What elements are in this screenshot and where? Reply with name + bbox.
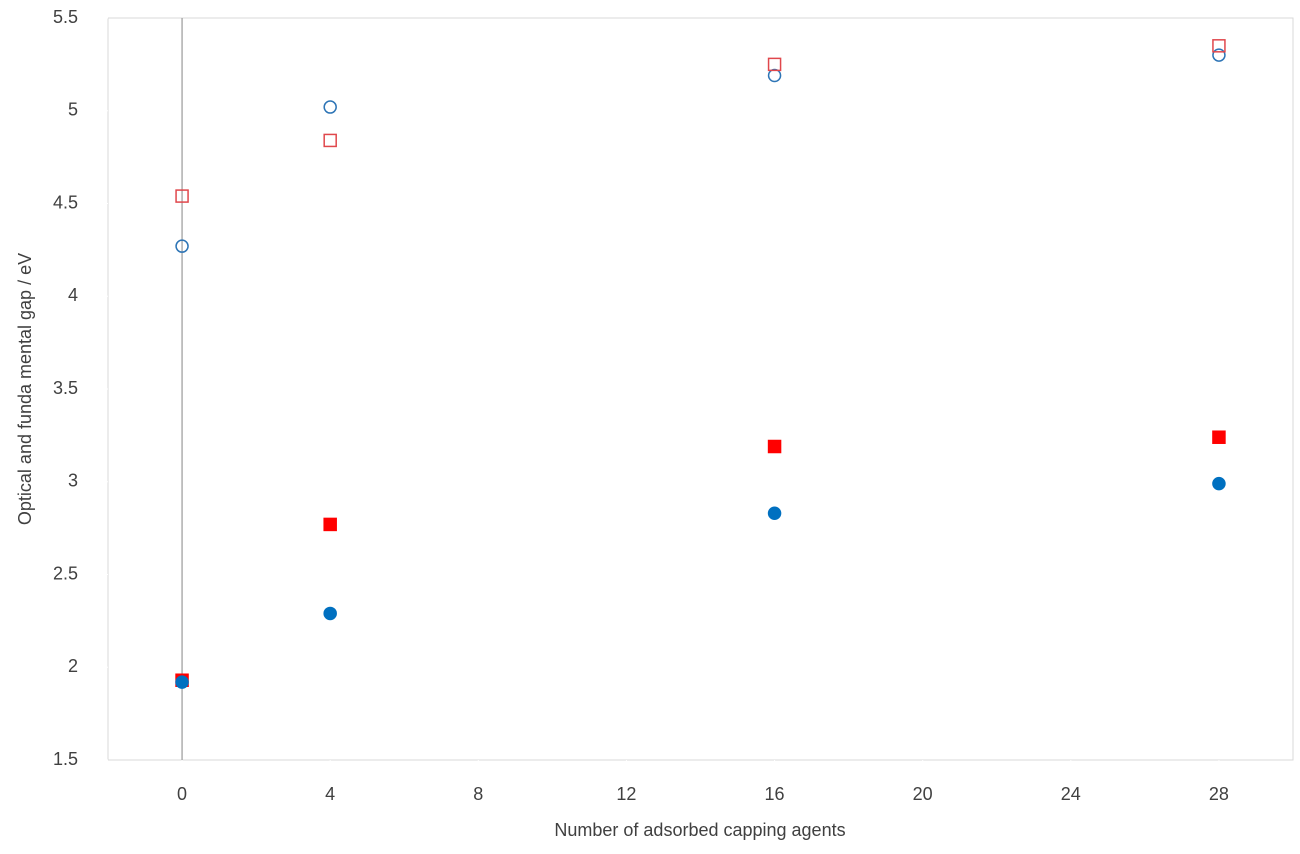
x-axis-label: Number of adsorbed capping agents xyxy=(554,820,845,840)
y-tick-label: 3.5 xyxy=(53,378,78,398)
point xyxy=(1212,476,1226,491)
point xyxy=(767,506,782,521)
point xyxy=(175,675,189,689)
point xyxy=(323,606,337,621)
x-tick-label: 28 xyxy=(1209,784,1229,804)
y-tick-label: 2 xyxy=(68,656,78,676)
x-tick-label: 16 xyxy=(765,784,785,804)
x-tick-label: 0 xyxy=(177,784,187,804)
point xyxy=(1212,430,1226,444)
y-tick-label: 4.5 xyxy=(53,192,78,212)
point xyxy=(1212,48,1226,62)
x-tick-label: 20 xyxy=(913,784,933,804)
y-axis-label: Optical and funda mental gap / eV xyxy=(15,253,35,525)
plot-frame xyxy=(107,17,1294,761)
point xyxy=(767,439,782,454)
x-tick-label: 24 xyxy=(1061,784,1081,804)
point xyxy=(323,133,337,148)
x-tick-label: 8 xyxy=(473,784,483,804)
point xyxy=(1212,39,1226,53)
point xyxy=(323,100,337,114)
y-tick-label: 5.5 xyxy=(53,7,78,27)
point xyxy=(323,517,337,532)
x-tick-label: 4 xyxy=(325,784,335,804)
x-tick-label: 12 xyxy=(616,784,636,804)
point xyxy=(767,68,782,83)
y-tick-label: 3 xyxy=(68,471,78,491)
y-tick-label: 4 xyxy=(68,285,78,305)
y-tick-label: 5 xyxy=(68,100,78,120)
point xyxy=(175,239,189,253)
y-tick-label: 1.5 xyxy=(53,749,78,769)
point xyxy=(767,57,782,72)
y-tick-label: 2.5 xyxy=(53,563,78,583)
point xyxy=(175,189,189,203)
